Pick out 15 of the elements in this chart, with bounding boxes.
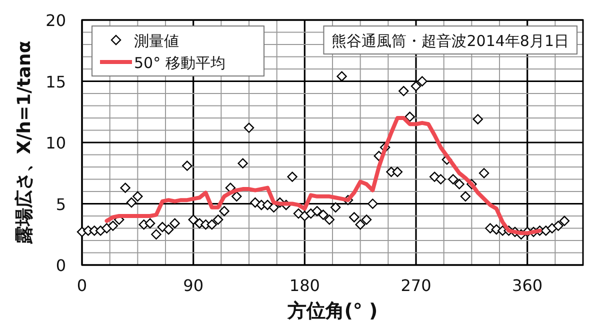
x-tick-label: 360 bbox=[512, 276, 543, 295]
x-tick-label: 0 bbox=[76, 276, 88, 295]
title: 熊谷通風筒・超音波2014年8月1日 bbox=[323, 26, 578, 54]
y-axis-title: 露場広さ、X/h=1/tanα bbox=[14, 40, 35, 246]
x-tick-label: 270 bbox=[400, 276, 432, 295]
x-tick-label: 180 bbox=[289, 276, 320, 295]
y-tick-label: 5 bbox=[56, 194, 66, 214]
legend-label: 測量値 bbox=[134, 32, 179, 50]
x-tick-label: 90 bbox=[183, 276, 204, 295]
y-tick-label: 0 bbox=[56, 256, 66, 275]
y-tick-label: 20 bbox=[46, 11, 66, 30]
x-axis-title: 方位角(° ) bbox=[286, 300, 378, 322]
y-tick-label: 15 bbox=[46, 72, 66, 92]
legend-label: 50° 移動平均 bbox=[134, 54, 226, 72]
y-tick-label: 10 bbox=[46, 134, 66, 152]
